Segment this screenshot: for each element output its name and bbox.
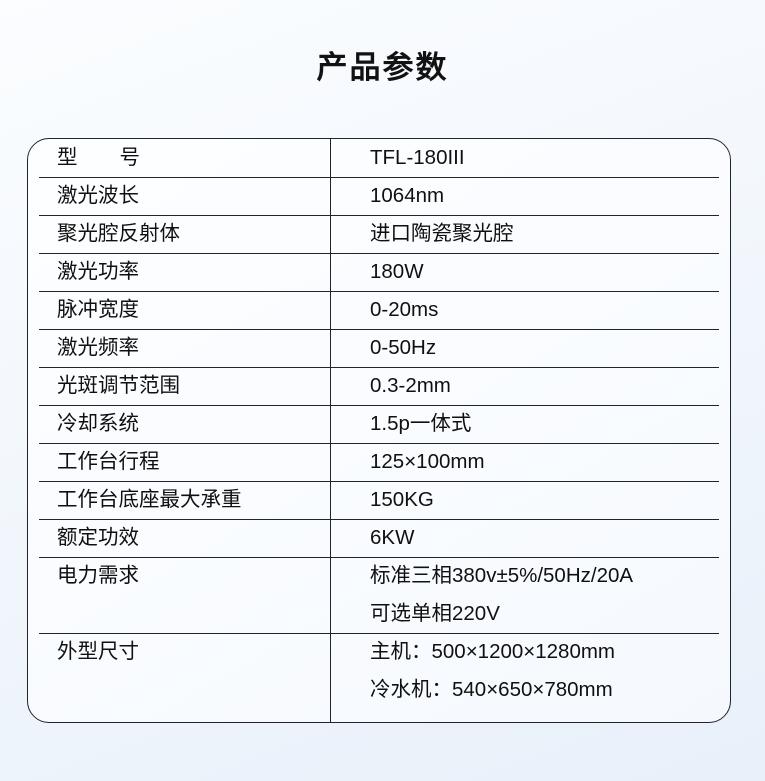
row-label-spot-range: 光斑调节范围 — [57, 374, 180, 397]
row-label-laser-power: 激光功率 — [57, 260, 139, 283]
row-value-spot-range: 0.3-2mm — [370, 374, 451, 397]
dimensions-line-main-unit: 主机：500×1200×1280mm — [370, 640, 616, 663]
row-value-laser-frequency: 0-50Hz — [370, 336, 437, 359]
table-row: 冷却系统 1.5p一体式 — [28, 405, 730, 443]
column-divider — [330, 139, 332, 722]
row-value-laser-wavelength: 1064nm — [370, 184, 445, 207]
row-value-power-requirement: 标准三相380v±5%/50Hz/20A 可选单相220V — [330, 557, 730, 633]
power-requirement-line-2: 可选单相220V — [370, 602, 500, 625]
row-value-cooling-system: 1.5p一体式 — [370, 412, 472, 435]
table-row: 脉冲宽度 0-20ms — [28, 291, 730, 329]
table-row: 外型尺寸 主机：500×1200×1280mm 冷水机：540×650×780m… — [28, 633, 730, 722]
table-row: 型号 TFL-180III — [28, 139, 730, 177]
row-label-max-load: 工作台底座最大承重 — [57, 488, 242, 511]
table-row: 光斑调节范围 0.3-2mm — [28, 367, 730, 405]
row-value-model: TFL-180III — [370, 146, 465, 169]
spec-table: 型号 TFL-180III 激光波长 1064nm 聚光腔反射体 进口陶瓷聚光腔… — [28, 139, 730, 722]
row-value-cavity-reflector: 进口陶瓷聚光腔 — [370, 222, 514, 245]
row-label-pulse-width: 脉冲宽度 — [57, 298, 139, 321]
table-row: 额定功效 6KW — [28, 519, 730, 557]
row-value-overall-dimensions: 主机：500×1200×1280mm 冷水机：540×650×780mm — [330, 633, 730, 709]
row-value-rated-power: 6KW — [370, 526, 415, 549]
row-label-overall-dimensions: 外型尺寸 — [57, 640, 139, 663]
dimensions-line-chiller: 冷水机：540×650×780mm — [370, 678, 613, 701]
row-label-rated-power: 额定功效 — [57, 526, 139, 549]
row-value-worktable-travel: 125×100mm — [370, 450, 485, 473]
row-value-laser-power: 180W — [370, 260, 424, 283]
page-title: 产品参数 — [316, 50, 449, 85]
table-row: 工作台行程 125×100mm — [28, 443, 730, 481]
row-label-laser-frequency: 激光频率 — [57, 336, 139, 359]
table-row: 激光频率 0-50Hz — [28, 329, 730, 367]
table-row: 工作台底座最大承重 150KG — [28, 481, 730, 519]
row-label-power-requirement: 电力需求 — [57, 564, 139, 587]
row-value-max-load: 150KG — [370, 488, 434, 511]
row-label-worktable-travel: 工作台行程 — [57, 450, 160, 473]
row-label-laser-wavelength: 激光波长 — [57, 184, 139, 207]
power-requirement-line-1: 标准三相380v±5%/50Hz/20A — [370, 564, 634, 587]
row-label-cooling-system: 冷却系统 — [57, 412, 139, 435]
table-row: 电力需求 标准三相380v±5%/50Hz/20A 可选单相220V — [28, 557, 730, 633]
table-row: 激光波长 1064nm — [28, 177, 730, 215]
product-spec-card: 型号 TFL-180III 激光波长 1064nm 聚光腔反射体 进口陶瓷聚光腔… — [27, 138, 731, 723]
row-label-cavity-reflector: 聚光腔反射体 — [57, 222, 180, 245]
table-row: 聚光腔反射体 进口陶瓷聚光腔 — [28, 215, 730, 253]
table-row: 激光功率 180W — [28, 253, 730, 291]
row-value-pulse-width: 0-20ms — [370, 298, 439, 321]
row-label-model: 型号 — [57, 146, 140, 169]
